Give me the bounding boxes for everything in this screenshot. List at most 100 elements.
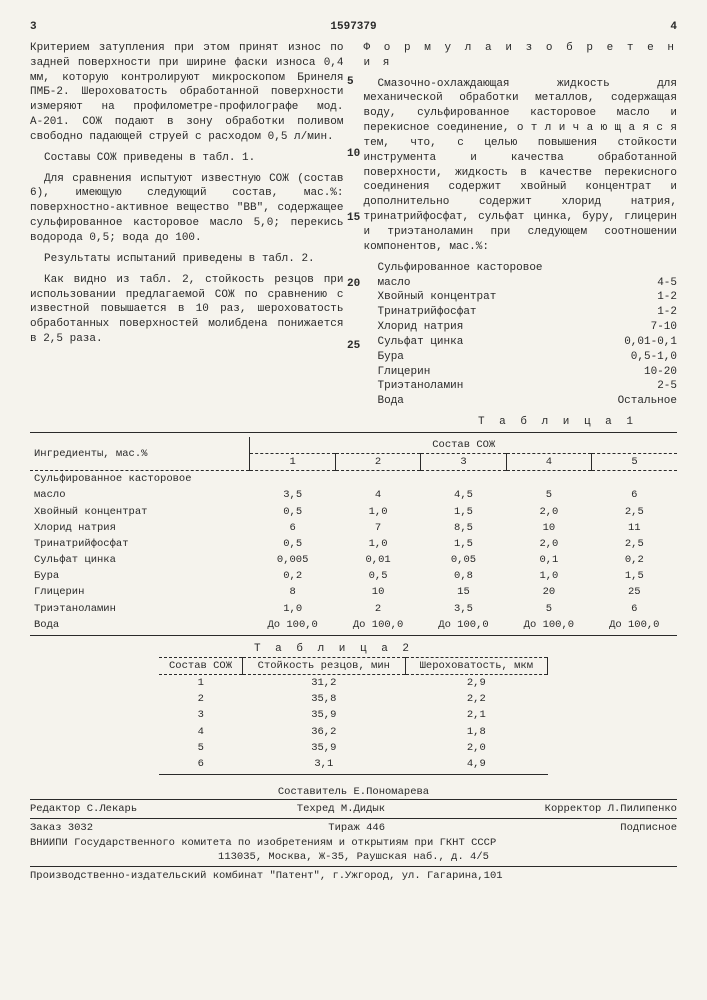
table1-cell-value: 0,5 (335, 568, 420, 584)
table2-cell: 2,0 (406, 740, 548, 756)
table1-row: Сульфированное касторовое (30, 471, 677, 488)
table1: Ингредиенты, мас.% Состав СОЖ 12345 Суль… (30, 437, 677, 633)
table1-cell-value: 0,2 (592, 552, 677, 568)
table1-cell-value: 0,1 (506, 552, 591, 568)
table1-cell-name: Хвойный концентрат (30, 504, 250, 520)
table1-row: Глицерин810152025 (30, 584, 677, 600)
formula-title: Ф о р м у л а и з о б р е т е н и я (364, 41, 678, 71)
table2-title: Т а б л и ц а 2 (30, 642, 677, 657)
table2-cell: 5 (159, 740, 242, 756)
line-marker: 15 (347, 211, 360, 226)
line-marker: 10 (347, 147, 360, 162)
table1-cell-name: Глицерин (30, 584, 250, 600)
table1-cell-value: 10 (335, 584, 420, 600)
table1-cell-value: 8,5 (421, 520, 506, 536)
table1-cell-name: Бура (30, 568, 250, 584)
table1-header-ingredients: Ингредиенты, мас.% (30, 437, 250, 471)
component-name: Вода (364, 394, 404, 409)
zakaz-value: 3032 (68, 822, 93, 834)
left-para-5: Как видно из табл. 2, стойкость резцов п… (30, 273, 344, 347)
table1-header-sostav: Состав СОЖ (250, 437, 677, 454)
footer-prod: Производственно-издательский комбинат "П… (30, 869, 677, 883)
table1-cell-value: 2,5 (592, 536, 677, 552)
table1-cell-value: 6 (592, 601, 677, 617)
component-value: 0,5-1,0 (631, 350, 677, 365)
table2-row: 436,21,8 (159, 724, 547, 740)
table1-cell-value: 5 (506, 601, 591, 617)
left-para-4: Результаты испытаний приведены в табл. 2… (30, 252, 344, 267)
table1-col-header: 5 (592, 454, 677, 471)
table1-cell-value: 5 (506, 487, 591, 503)
compiler-name: Е.Пономарева (354, 786, 430, 798)
left-para-1: Критерием затупления при этом принят изн… (30, 41, 344, 145)
table2-cell: 4,9 (406, 756, 548, 772)
table2-cell: 31,2 (242, 675, 405, 692)
table2-cell: 35,9 (242, 707, 405, 723)
table1-cell-value: 25 (592, 584, 677, 600)
table1-cell-value: 1,0 (250, 601, 335, 617)
table1-cell-value: 0,2 (250, 568, 335, 584)
table1-cell-value: 10 (506, 520, 591, 536)
table1-row: Сульфат цинка0,0050,010,050,10,2 (30, 552, 677, 568)
table1-cell-name: Хлорид натрия (30, 520, 250, 536)
table1-cell-value: До 100,0 (506, 617, 591, 633)
component-value: 0,01-0,1 (624, 335, 677, 350)
component-value: 10-20 (644, 365, 677, 380)
table2-cell: 1 (159, 675, 242, 692)
table2-cell: 1,8 (406, 724, 548, 740)
component-value: 7-10 (651, 320, 677, 335)
table1-row: Триэтаноламин1,023,556 (30, 601, 677, 617)
table1-cell-value: 11 (592, 520, 677, 536)
patent-number: 1597379 (330, 20, 376, 35)
component-value: 1-2 (657, 290, 677, 305)
component-row: Триэтаноламин 2-5 (364, 379, 678, 394)
table1-cell-value: 0,8 (421, 568, 506, 584)
table1-cell-value: До 100,0 (335, 617, 420, 633)
table1-cell-value: 15 (421, 584, 506, 600)
component-value: 2-5 (657, 379, 677, 394)
table2-row: 235,82,2 (159, 691, 547, 707)
table1-cell-value: 4,5 (421, 487, 506, 503)
table2-cell: 3,1 (242, 756, 405, 772)
table2-header-cell: Состав СОЖ (159, 657, 242, 674)
table1-cell-value: 2 (335, 601, 420, 617)
table2-cell: 3 (159, 707, 242, 723)
table1-row: Тринатрийфосфат0,51,01,52,02,5 (30, 536, 677, 552)
table1-row: Хвойный концентрат0,51,01,52,02,5 (30, 504, 677, 520)
table1-cell-value: 6 (592, 487, 677, 503)
table1-cell-value: 1,5 (421, 536, 506, 552)
footer-org: ВНИИПИ Государственного комитета по изоб… (30, 836, 677, 850)
tirazh-label: Тираж (328, 822, 360, 834)
table1-cell-value: До 100,0 (250, 617, 335, 633)
component-row: Глицерин 10-20 (364, 365, 678, 380)
table2-row: 535,92,0 (159, 740, 547, 756)
table1-cell-value: 1,5 (421, 504, 506, 520)
table1-cell-value: 0,5 (250, 536, 335, 552)
line-marker: 20 (347, 277, 360, 292)
table1-title: Т а б л и ц а 1 (30, 415, 677, 430)
table2-row: 335,92,1 (159, 707, 547, 723)
component-name: Глицерин (364, 365, 431, 380)
table1-col-header: 1 (250, 454, 335, 471)
component-row: Хвойный концентрат 1-2 (364, 290, 678, 305)
editor-name: С.Лекарь (87, 803, 137, 815)
table2-row: 131,22,9 (159, 675, 547, 692)
table1-cell-name: масло (30, 487, 250, 503)
table1-cell-name: Сульфат цинка (30, 552, 250, 568)
component-name: Триэтаноламин (364, 379, 464, 394)
table1-cell-value: 2,5 (592, 504, 677, 520)
table1-cell-value: 8 (250, 584, 335, 600)
table1-cell-name: Сульфированное касторовое (30, 471, 250, 488)
techred-label: Техред (297, 803, 335, 815)
table1-cell-value: 0,005 (250, 552, 335, 568)
table2-cell: 2,1 (406, 707, 548, 723)
table1-row: Бура0,20,50,81,01,5 (30, 568, 677, 584)
corrector-label: Корректор (545, 803, 602, 815)
table2-cell: 2,9 (406, 675, 548, 692)
component-row: Тринатрийфосфат1-2 (364, 305, 678, 320)
table1-row: ВодаДо 100,0До 100,0До 100,0До 100,0До 1… (30, 617, 677, 633)
table1-cell-value (250, 471, 335, 488)
table1-cell-value: 7 (335, 520, 420, 536)
table2-cell: 4 (159, 724, 242, 740)
component-name: Хвойный концентрат (364, 290, 497, 305)
